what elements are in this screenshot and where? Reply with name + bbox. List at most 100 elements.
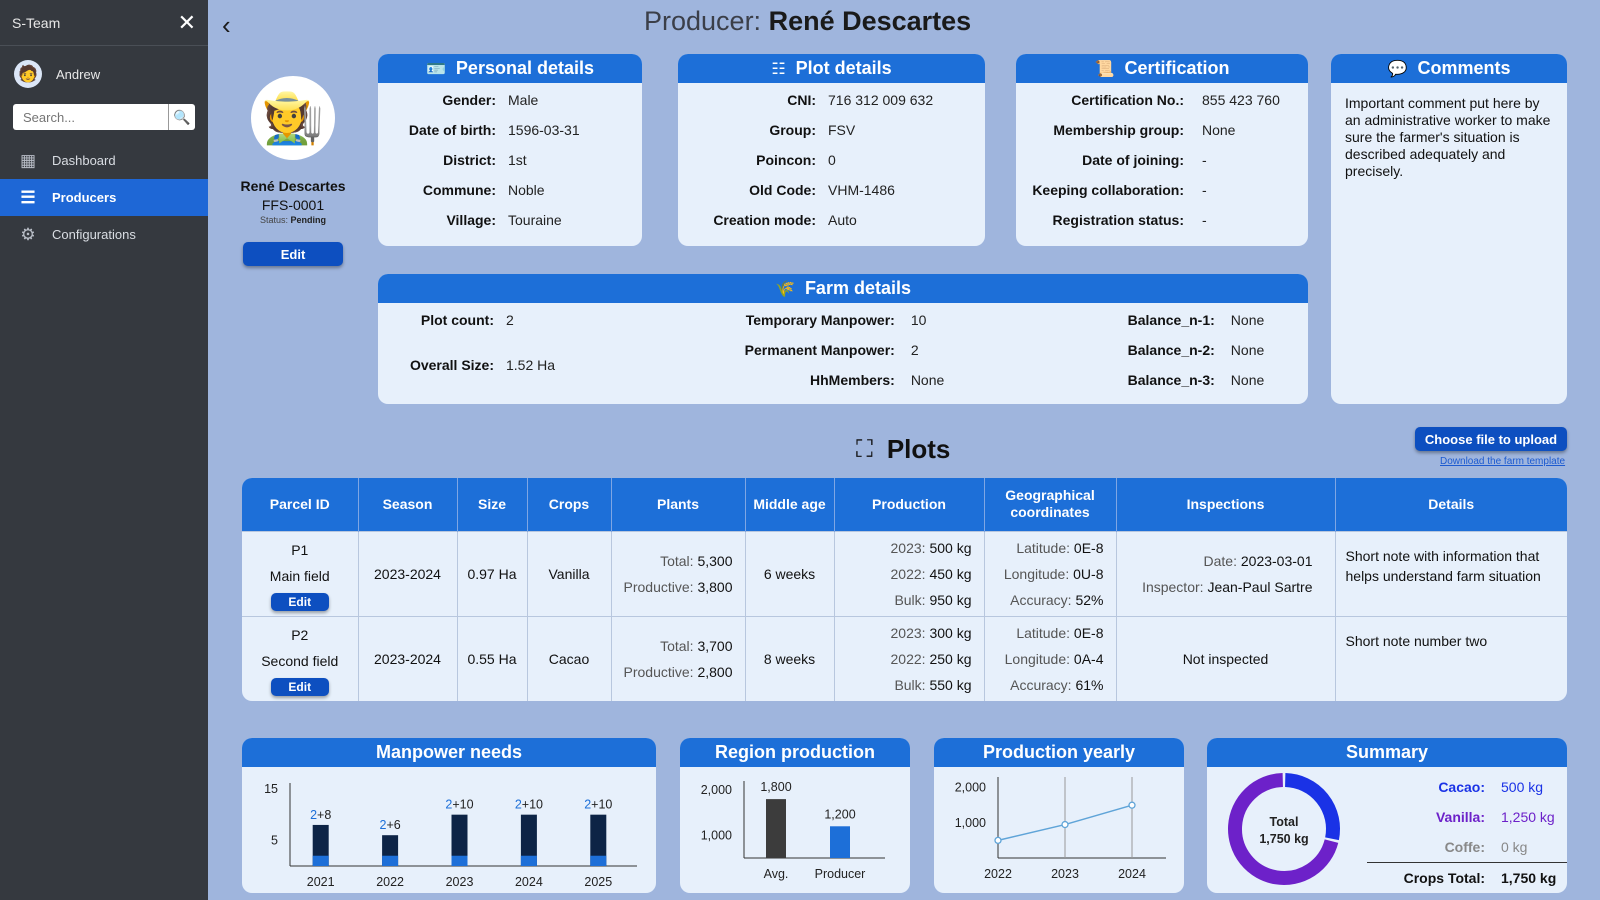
- plot-details-title: Plot details: [795, 58, 892, 78]
- comments-header: 💬 Comments: [1331, 54, 1567, 83]
- plants-cell: Total: 3,700 Productive: 2,800: [611, 615, 746, 701]
- prod-label: Bulk:: [894, 591, 926, 608]
- bar-temporary: [590, 814, 607, 866]
- sidebar-search: 🔍: [13, 104, 195, 130]
- edit-producer-button[interactable]: Edit: [243, 242, 343, 266]
- prod-value: 500 kg: [929, 539, 972, 556]
- y-tick-label: 5: [271, 833, 278, 847]
- data-point: [1128, 801, 1136, 809]
- table-header-row: Parcel ID Season Size Crops Plants Middl…: [242, 478, 1567, 531]
- summary-label: Vanilla:: [1435, 809, 1485, 825]
- gear-icon: ⚙: [20, 224, 36, 244]
- bar-permanent: [451, 855, 468, 866]
- geo-value: 0U-8: [1073, 565, 1104, 582]
- region-production-chart: 1,000 2,000 1,800 Avg. 1,200 Producer: [701, 780, 885, 881]
- plot-value: Auto: [828, 212, 857, 228]
- personal-details-header: 🪪 Personal details: [378, 54, 642, 83]
- plots-table: Parcel ID Season Size Crops Plants Middl…: [242, 478, 1567, 701]
- parcel-name: Second field: [261, 652, 339, 669]
- manpower-needs-header: Manpower needs: [242, 738, 656, 767]
- geo-label: Accuracy:: [1010, 676, 1072, 693]
- search-button[interactable]: 🔍: [168, 104, 195, 130]
- data-point: [1061, 820, 1069, 829]
- plot-label: Poincon:: [756, 152, 816, 168]
- farm-label: Balance_n-3:: [1127, 372, 1215, 388]
- sidebar: S-Team ✕ 🧑 Andrew 🔍 ▦ Dashboard ☰ Produc…: [0, 0, 208, 900]
- col-header: Production: [834, 478, 985, 531]
- summary-row: Cacao: 500 kg: [1367, 772, 1567, 802]
- certification-header: 📜 Certification: [1016, 54, 1308, 83]
- y-tick-label: 15: [264, 782, 278, 796]
- summary-value: 500 kg: [1501, 779, 1544, 795]
- farm-details-card: 🌾 Farm details Plot count: 2 Overall Size:…: [378, 274, 1308, 404]
- inspections-cell: Date: 2023-03-01 Inspector: Jean-Paul Sa…: [1116, 530, 1336, 616]
- sidebar-user[interactable]: 🧑 Andrew: [0, 46, 208, 94]
- farm-value: 1.52 Ha: [506, 357, 556, 373]
- close-icon[interactable]: ✕: [177, 9, 196, 35]
- back-arrow-icon[interactable]: ‹: [222, 10, 231, 40]
- summary-total-row: Crops Total: 1,750 kg: [1367, 862, 1567, 892]
- plot-label: CNI:: [787, 92, 816, 108]
- prod-label: 2022:: [890, 565, 926, 582]
- edit-plot-button[interactable]: Edit: [270, 592, 329, 611]
- sidebar-item-producers[interactable]: ☰ Producers: [0, 179, 208, 216]
- plants-total: 3,700: [697, 637, 733, 654]
- search-input[interactable]: [13, 104, 168, 130]
- bar-value-label: 2+10: [445, 798, 473, 812]
- plot-value: 0: [828, 152, 836, 168]
- bar-value-label: 2+6: [379, 818, 400, 832]
- farm-value: None: [1230, 372, 1265, 388]
- geo-value: 0A-4: [1073, 650, 1104, 667]
- sidebar-header: S-Team ✕: [0, 0, 208, 46]
- download-template-link[interactable]: Download the farm template: [1440, 456, 1566, 467]
- insp-date-label: Date:: [1203, 552, 1237, 569]
- region-production-card: Region production 1,000 2,000 1,800 Avg. 1,2…: [680, 738, 910, 893]
- personal-label: Gender:: [442, 92, 496, 108]
- sidebar-item-dashboard[interactable]: ▦ Dashboard: [0, 142, 208, 179]
- sidebar-item-label: Producers: [52, 190, 117, 205]
- production-yearly-card: Production yearly 1,000 2,000 2022 2023 2024: [934, 738, 1184, 893]
- crops-cell: Cacao: [527, 615, 612, 701]
- table-row: P2 Second field Edit 2023-2024 0.55 Ha C…: [242, 615, 1567, 701]
- comments-card: 💬 Comments Important comment put here by…: [1331, 54, 1567, 404]
- edit-plot-button[interactable]: Edit: [270, 677, 329, 696]
- plot-details-card: ☷ Plot details CNI: 716 312 009 632 Group:…: [678, 54, 985, 246]
- producer-code: FFS-0001: [261, 197, 325, 213]
- farm-value: 10: [910, 312, 927, 328]
- region-bar: [766, 799, 786, 858]
- bar-value-label: 1,200: [824, 807, 855, 821]
- parcel-id: P2: [291, 626, 309, 643]
- parcel-id-cell: P2 Second field Edit: [242, 615, 359, 701]
- inspections-cell: Not inspected: [1116, 615, 1336, 701]
- x-tick-label: 2023: [1051, 867, 1079, 881]
- farm-label: HhMembers:: [810, 372, 895, 388]
- upload-file-button[interactable]: Choose file to upload: [1415, 427, 1567, 451]
- certification-value: -: [1202, 152, 1207, 168]
- inspector: Jean-Paul Sartre: [1207, 578, 1313, 595]
- farm-value: None: [910, 372, 945, 388]
- plot-value: FSV: [828, 122, 856, 138]
- summary-donut-chart: Total 1,750 kg: [1228, 773, 1340, 885]
- parcel-name: Main field: [269, 567, 330, 584]
- personal-value: 1596-03-31: [508, 122, 580, 138]
- summary-card: Summary Total 1,750 kg Cacao: 500 kg Vanill…: [1207, 738, 1567, 893]
- certification-label: Certification No.:: [1071, 92, 1184, 108]
- geo-value: 0E-8: [1073, 539, 1104, 556]
- farm-value: None: [1230, 342, 1265, 358]
- y-tick-label: 2,000: [955, 781, 986, 795]
- certification-label: Registration status:: [1052, 212, 1184, 228]
- search-icon: 🔍: [173, 108, 191, 125]
- bar-value-label: 2+10: [515, 798, 543, 812]
- bar-temporary: [520, 814, 537, 866]
- plants-productive-label: Productive:: [623, 578, 694, 595]
- plot-label: Group:: [769, 122, 816, 138]
- list-icon: ☰: [20, 187, 36, 207]
- farm-label: Overall Size:: [409, 357, 494, 373]
- page-title: Producer: René Descartes: [644, 6, 971, 37]
- farm-value: 2: [910, 342, 919, 358]
- production-cell: 2023: 300 kg 2022: 250 kg Bulk: 550 kg: [834, 615, 985, 701]
- sidebar-item-configurations[interactable]: ⚙ Configurations: [0, 216, 208, 253]
- donut-center-label: Total: [1270, 815, 1299, 829]
- bar-value-label: 2+8: [310, 808, 331, 822]
- geo-value: 0E-8: [1073, 624, 1104, 641]
